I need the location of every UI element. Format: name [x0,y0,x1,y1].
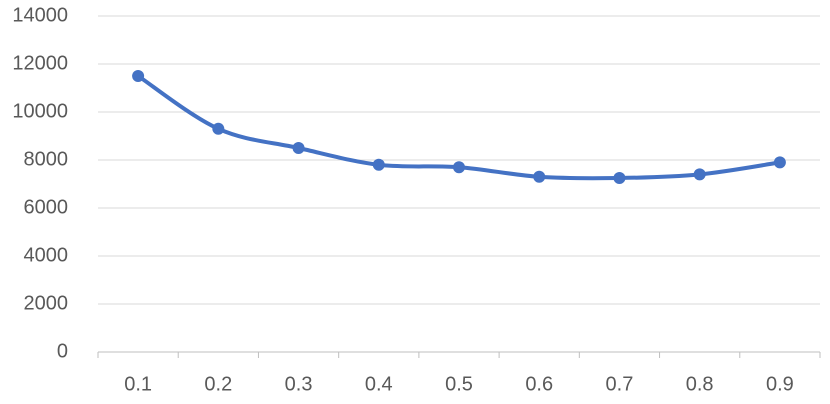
x-tick-label: 0.6 [525,373,553,395]
marker [693,168,706,181]
y-tick-label: 6000 [24,196,69,218]
x-tick-label: 0.8 [686,373,714,395]
x-tick-label: 0.1 [124,373,152,395]
y-tick-label: 8000 [24,148,69,170]
y-tick-label: 0 [57,340,68,362]
x-tick-label: 0.2 [204,373,232,395]
marker [773,156,786,169]
x-tick-label: 0.4 [365,373,393,395]
y-tick-label: 14000 [12,4,68,26]
marker [613,172,626,184]
x-tick-label: 0.9 [766,373,794,395]
marker [212,122,225,135]
y-tick-label: 10000 [12,100,68,122]
x-tick-label: 0.5 [445,373,473,395]
marker [372,158,385,171]
marker [292,142,305,154]
x-tick-label: 0.3 [285,373,313,395]
y-tick-label: 2000 [24,292,69,314]
y-tick-label: 12000 [12,52,68,74]
marker [533,170,546,183]
marker [453,161,465,174]
x-tick-label: 0.7 [606,373,634,395]
marker [132,70,145,82]
y-tick-label: 4000 [24,244,69,266]
